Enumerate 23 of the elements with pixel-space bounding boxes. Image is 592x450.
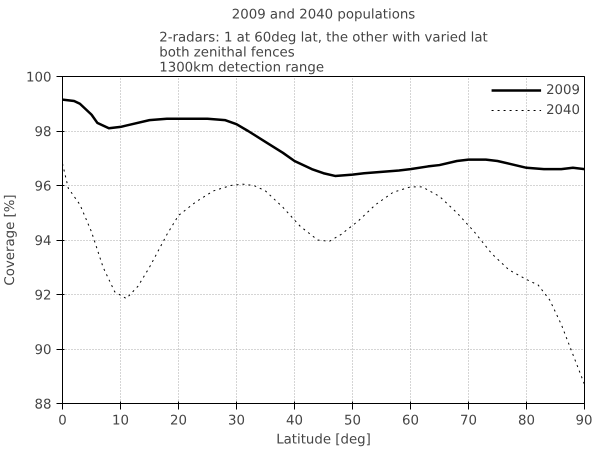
x-tick-label: 10 [112, 414, 129, 428]
chart-title: 2009 and 2040 populations [232, 8, 416, 22]
y-tick-label: 98 [34, 125, 52, 140]
x-tick-label: 0 [58, 414, 67, 428]
x-tick-label: 90 [576, 414, 592, 428]
y-axis-title: Coverage [%] [3, 194, 18, 286]
x-tick-label: 20 [170, 414, 187, 428]
x-axis-title: Latitude [deg] [276, 432, 371, 448]
y-tick-label: 100 [26, 70, 52, 86]
x-tick-label: 50 [344, 414, 361, 428]
y-tick-label: 94 [34, 234, 52, 249]
x-tick-label: 70 [460, 414, 477, 428]
y-tick-label: 90 [34, 343, 52, 358]
x-tick-label: 60 [402, 414, 419, 428]
legend-label: 2009 [546, 82, 580, 98]
y-tick-label: 92 [34, 288, 52, 304]
legend-label: 2040 [546, 102, 580, 118]
y-tick-label: 88 [34, 398, 52, 412]
x-tick-label: 40 [286, 414, 303, 428]
y-tick-label: 96 [34, 180, 52, 194]
x-tick-label: 80 [518, 414, 535, 428]
x-tick-label: 30 [228, 414, 245, 428]
chart-subtitle: 2-radars: 1 at 60deg lat, the other with varied lat both zenithal fences 1300km detection range [159, 30, 488, 76]
